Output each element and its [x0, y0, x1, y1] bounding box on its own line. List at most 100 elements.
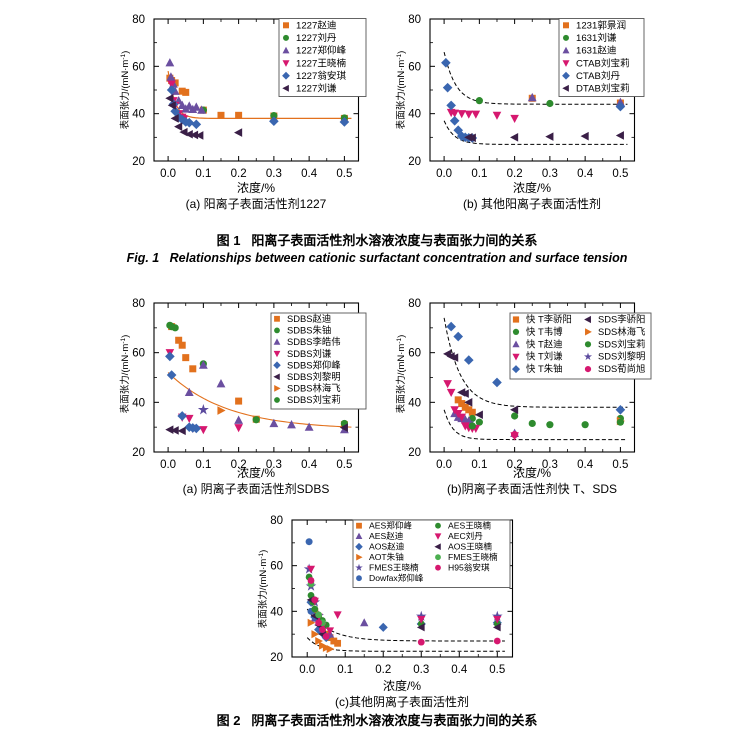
svg-text:0.5: 0.5	[336, 459, 352, 471]
svg-text:SDBS刘谦: SDBS刘谦	[287, 348, 332, 359]
svg-text:60: 60	[408, 348, 421, 360]
svg-text:(a) 阴离子表面活性剂SDBS: (a) 阴离子表面活性剂SDBS	[183, 481, 330, 496]
svg-text:(b) 其他阳离子表面活性剂: (b) 其他阳离子表面活性剂	[463, 196, 601, 211]
svg-text:60: 60	[132, 61, 145, 73]
svg-text:SDS刘宝莉: SDS刘宝莉	[598, 338, 645, 349]
svg-text:CTAB刘宝莉: CTAB刘宝莉	[576, 57, 630, 69]
svg-text:AOS赵迪: AOS赵迪	[369, 541, 405, 552]
svg-text:浓度/%: 浓度/%	[383, 678, 421, 693]
svg-text:快 T李骄阳: 快 T李骄阳	[526, 314, 572, 325]
svg-text:AES王晓楠: AES王晓楠	[448, 520, 491, 531]
svg-text:快 T刘谦: 快 T刘谦	[526, 351, 563, 362]
svg-text:0.1: 0.1	[471, 459, 487, 471]
svg-text:AEC刘丹: AEC刘丹	[448, 530, 483, 541]
svg-text:1227刘丹: 1227刘丹	[296, 32, 337, 44]
svg-text:SDBS刘宝莉: SDBS刘宝莉	[287, 394, 341, 405]
svg-text:0.1: 0.1	[471, 168, 487, 180]
svg-text:浓度/%: 浓度/%	[513, 465, 551, 480]
svg-text:80: 80	[270, 515, 283, 527]
svg-text:AES郑仰峰: AES郑仰峰	[369, 520, 412, 531]
svg-text:图 2 阴离子表面活性剂水溶液浓度与表面张力间的关系: 图 2 阴离子表面活性剂水溶液浓度与表面张力间的关系	[217, 713, 538, 728]
svg-text:0.0: 0.0	[436, 459, 452, 471]
svg-text:0.1: 0.1	[337, 664, 353, 676]
svg-text:SDBS刘黎明: SDBS刘黎明	[287, 371, 341, 382]
svg-text:H95翁安琪: H95翁安琪	[448, 562, 490, 573]
svg-text:0.4: 0.4	[577, 168, 594, 180]
svg-text:SDBS赵迪: SDBS赵迪	[287, 313, 331, 324]
svg-text:60: 60	[270, 561, 283, 573]
svg-text:0.5: 0.5	[489, 664, 505, 676]
svg-text:20: 20	[408, 156, 421, 168]
svg-text:0.4: 0.4	[301, 168, 318, 180]
svg-text:80: 80	[132, 14, 145, 26]
svg-text:浓度/%: 浓度/%	[237, 180, 275, 195]
svg-text:SDS荀尚旭: SDS荀尚旭	[598, 363, 645, 374]
svg-text:0.1: 0.1	[195, 459, 211, 471]
svg-text:0.0: 0.0	[299, 664, 315, 676]
svg-text:20: 20	[132, 156, 145, 168]
svg-text:浓度/%: 浓度/%	[513, 180, 551, 195]
svg-text:SDBS林海飞: SDBS林海飞	[287, 383, 341, 394]
svg-text:0.4: 0.4	[451, 664, 468, 676]
svg-text:快 T韦博: 快 T韦博	[526, 326, 563, 337]
svg-text:1631赵迪: 1631赵迪	[576, 45, 617, 57]
svg-text:1231郭景润: 1231郭景润	[576, 20, 626, 32]
svg-text:SDS李骄阳: SDS李骄阳	[598, 314, 645, 325]
svg-text:1631刘谦: 1631刘谦	[576, 32, 617, 44]
svg-text:0.2: 0.2	[507, 168, 523, 180]
svg-text:40: 40	[132, 397, 145, 409]
svg-text:SDBS郑仰峰: SDBS郑仰峰	[287, 359, 341, 370]
svg-text:1227王晓楠: 1227王晓楠	[296, 57, 347, 69]
svg-text:(a) 阳离子表面活性剂1227: (a) 阳离子表面活性剂1227	[186, 196, 327, 211]
svg-text:1227郑仰峰: 1227郑仰峰	[296, 45, 347, 57]
svg-text:0.5: 0.5	[612, 168, 628, 180]
svg-text:0.4: 0.4	[301, 459, 318, 471]
svg-text:60: 60	[132, 348, 145, 360]
svg-text:40: 40	[408, 397, 421, 409]
svg-text:0.4: 0.4	[577, 459, 594, 471]
svg-text:0.3: 0.3	[413, 664, 429, 676]
svg-text:AOS王晓楠: AOS王晓楠	[448, 541, 492, 552]
svg-text:SDBS李皓伟: SDBS李皓伟	[287, 336, 341, 347]
svg-text:1227翁安琪: 1227翁安琪	[296, 70, 347, 82]
svg-text:0.0: 0.0	[160, 168, 176, 180]
svg-text:0.5: 0.5	[612, 459, 628, 471]
svg-text:Fig. 1 Relationships between: Fig. 1 Relationships between cationic su…	[127, 251, 628, 265]
svg-text:1227刘谦: 1227刘谦	[296, 83, 337, 95]
svg-text:0.3: 0.3	[266, 168, 282, 180]
svg-text:SDS林海飞: SDS林海飞	[598, 326, 645, 337]
svg-text:40: 40	[270, 606, 283, 618]
svg-text:AOT朱铀: AOT朱铀	[369, 551, 404, 562]
svg-text:0.2: 0.2	[375, 664, 391, 676]
svg-text:60: 60	[408, 61, 421, 73]
svg-text:Dowfax郑仰峰: Dowfax郑仰峰	[369, 572, 424, 583]
svg-text:(b)阴离子表面活性剂快 T、SDS: (b)阴离子表面活性剂快 T、SDS	[447, 481, 617, 496]
svg-text:浓度/%: 浓度/%	[237, 465, 275, 480]
svg-text:表面张力/(mN·m-1): 表面张力/(mN·m-1)	[257, 550, 269, 629]
svg-text:0.5: 0.5	[336, 168, 352, 180]
svg-text:FMES王晓楠: FMES王晓楠	[448, 551, 498, 562]
svg-text:40: 40	[408, 109, 421, 121]
svg-text:(c)其他阴离子表面活性剂: (c)其他阴离子表面活性剂	[335, 694, 469, 709]
svg-text:0.2: 0.2	[231, 168, 247, 180]
svg-text:0.3: 0.3	[542, 168, 558, 180]
svg-text:0.0: 0.0	[436, 168, 452, 180]
svg-text:图 1 阳离子表面活性剂水溶液浓度与表面张力间的关系: 图 1 阳离子表面活性剂水溶液浓度与表面张力间的关系	[217, 233, 538, 248]
svg-text:SDBS朱铀: SDBS朱铀	[287, 325, 331, 336]
svg-text:0.0: 0.0	[160, 459, 176, 471]
svg-text:40: 40	[132, 109, 145, 121]
svg-text:20: 20	[270, 652, 283, 664]
svg-text:80: 80	[132, 298, 145, 310]
svg-text:20: 20	[408, 447, 421, 459]
svg-text:快 T赵迪: 快 T赵迪	[526, 338, 562, 349]
svg-text:SDS刘黎明: SDS刘黎明	[598, 351, 645, 362]
svg-text:0.1: 0.1	[195, 168, 211, 180]
svg-text:快 T朱铀: 快 T朱铀	[526, 363, 562, 374]
svg-text:80: 80	[408, 14, 421, 26]
svg-text:80: 80	[408, 298, 421, 310]
svg-text:DTAB刘宝莉: DTAB刘宝莉	[576, 83, 630, 95]
svg-text:表面张力/(mN·m-1): 表面张力/(mN·m-1)	[395, 335, 407, 414]
svg-text:表面张力/(mN·m-1): 表面张力/(mN·m-1)	[395, 51, 407, 130]
svg-text:20: 20	[132, 447, 145, 459]
svg-text:表面张力/(mN·m-1): 表面张力/(mN·m-1)	[119, 51, 131, 130]
